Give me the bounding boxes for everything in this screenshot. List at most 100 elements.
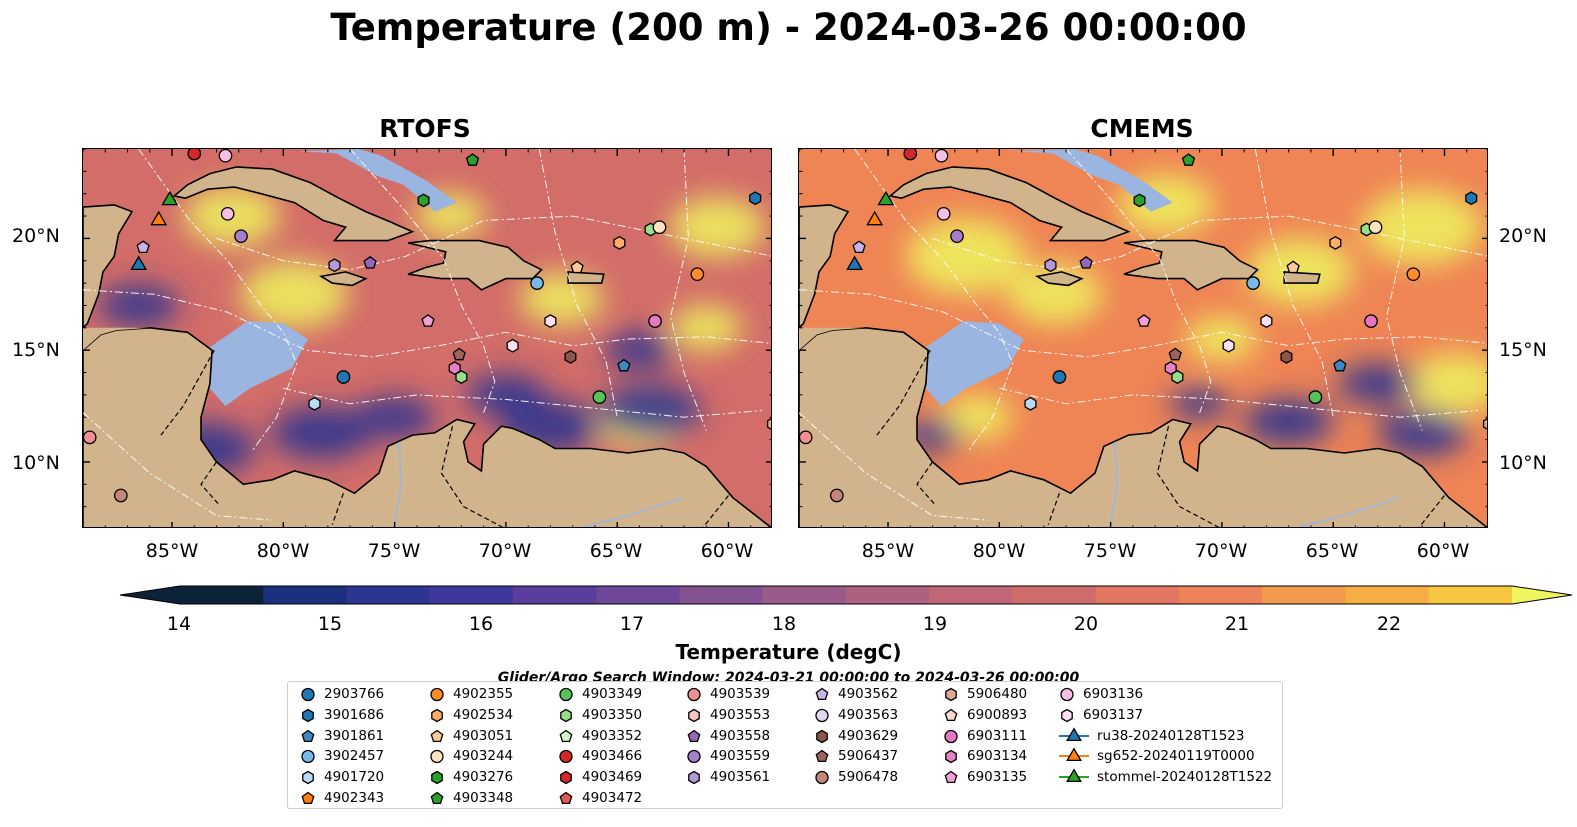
argo-float-marker[interactable] bbox=[113, 488, 128, 503]
argo-float-marker[interactable] bbox=[1181, 153, 1196, 166]
argo-float-marker[interactable] bbox=[1044, 258, 1057, 273]
argo-float-marker[interactable] bbox=[1286, 260, 1300, 274]
argo-float-marker[interactable] bbox=[1164, 361, 1177, 376]
argo-float-marker[interactable] bbox=[328, 258, 341, 273]
legend-item: 4903349 bbox=[558, 684, 642, 704]
argo-float-marker[interactable] bbox=[652, 220, 667, 235]
legend-label: 3901861 bbox=[324, 727, 385, 744]
warm-region bbox=[670, 305, 743, 351]
argo-float-marker[interactable] bbox=[564, 349, 577, 364]
glider-marker[interactable] bbox=[846, 255, 864, 271]
cold-region bbox=[271, 406, 372, 459]
argo-float-marker[interactable] bbox=[1364, 314, 1378, 328]
argo-float-marker[interactable] bbox=[83, 430, 97, 445]
legend-label: 5906437 bbox=[838, 748, 899, 765]
argo-float-marker[interactable] bbox=[613, 235, 626, 250]
legend-item: 4903244 bbox=[429, 746, 513, 766]
country-border bbox=[702, 495, 729, 527]
legend-item: ru38-20240128T1523 bbox=[1059, 726, 1244, 746]
argo-float-marker[interactable] bbox=[234, 229, 248, 244]
argo-float-marker[interactable] bbox=[544, 314, 557, 329]
argo-float-marker[interactable] bbox=[1308, 390, 1323, 404]
rtofs-map[interactable] bbox=[82, 148, 772, 528]
argo-float-marker[interactable] bbox=[903, 149, 918, 161]
lon-tick-label: 80°W bbox=[972, 540, 1026, 562]
argo-float-marker[interactable] bbox=[829, 488, 844, 503]
argo-float-marker[interactable] bbox=[363, 255, 377, 269]
colorbar-segment bbox=[346, 586, 431, 604]
glider-marker[interactable] bbox=[150, 210, 168, 226]
legend-marker-icon bbox=[430, 750, 444, 764]
glider-marker[interactable] bbox=[130, 255, 148, 271]
legend-marker-icon bbox=[945, 750, 957, 764]
argo-float-marker[interactable] bbox=[1168, 347, 1182, 361]
argo-float-marker[interactable] bbox=[617, 358, 631, 372]
argo-float-marker[interactable] bbox=[1133, 193, 1146, 208]
glider-marker[interactable] bbox=[877, 190, 895, 206]
legend-item: 6903134 bbox=[943, 746, 1027, 766]
argo-float-marker[interactable] bbox=[799, 430, 813, 445]
argo-float-marker[interactable] bbox=[530, 276, 544, 290]
argo-float-marker[interactable] bbox=[950, 229, 964, 244]
argo-float-marker[interactable] bbox=[1052, 370, 1067, 384]
argo-float-marker[interactable] bbox=[1333, 358, 1347, 372]
landmass bbox=[567, 271, 605, 284]
argo-float-marker[interactable] bbox=[417, 193, 430, 208]
argo-float-marker[interactable] bbox=[1260, 314, 1273, 329]
argo-float-marker[interactable] bbox=[648, 314, 662, 328]
argo-float-marker[interactable] bbox=[852, 240, 866, 254]
argo-float-marker[interactable] bbox=[570, 260, 584, 274]
argo-float-marker[interactable] bbox=[1482, 418, 1488, 430]
argo-float-marker[interactable] bbox=[1280, 349, 1293, 364]
river bbox=[1299, 496, 1401, 527]
eez-boundary bbox=[1254, 149, 1334, 418]
argo-float-marker[interactable] bbox=[936, 206, 951, 221]
argo-float-marker[interactable] bbox=[448, 361, 461, 376]
cold-region bbox=[604, 331, 675, 369]
argo-float-marker[interactable] bbox=[465, 153, 480, 166]
legend-label: 4903559 bbox=[710, 748, 771, 765]
legend-item: 4901720 bbox=[300, 767, 384, 787]
country-border bbox=[331, 492, 344, 525]
eez-boundary bbox=[349, 149, 496, 413]
argo-float-marker[interactable] bbox=[308, 396, 321, 411]
argo-float-marker[interactable] bbox=[421, 314, 435, 327]
cmems-map[interactable] bbox=[798, 148, 1488, 528]
argo-float-marker[interactable] bbox=[1465, 191, 1478, 206]
argo-float-marker[interactable] bbox=[1079, 255, 1093, 269]
argo-float-marker[interactable] bbox=[766, 418, 772, 430]
argo-float-marker[interactable] bbox=[934, 149, 949, 163]
argo-float-marker[interactable] bbox=[1222, 338, 1235, 353]
argo-float-marker[interactable] bbox=[1137, 314, 1151, 327]
cold-region bbox=[1243, 398, 1334, 446]
argo-float-marker[interactable] bbox=[506, 338, 519, 353]
lat-tick-label: 10°N bbox=[12, 452, 60, 474]
legend-marker-icon bbox=[301, 750, 315, 764]
argo-float-marker[interactable] bbox=[749, 191, 762, 206]
argo-float-marker[interactable] bbox=[1246, 276, 1260, 290]
legend-marker-icon bbox=[816, 729, 828, 743]
argo-float-marker[interactable] bbox=[1368, 220, 1383, 235]
colorbar-outline bbox=[119, 585, 1573, 605]
argo-float-marker[interactable] bbox=[452, 347, 466, 361]
legend-label: 3902457 bbox=[324, 748, 385, 765]
colorbar-tick-label: 21 bbox=[1224, 613, 1250, 635]
argo-float-marker[interactable] bbox=[136, 240, 150, 254]
argo-float-marker[interactable] bbox=[220, 206, 235, 221]
argo-float-marker[interactable] bbox=[336, 370, 351, 384]
argo-float-marker[interactable] bbox=[218, 149, 233, 163]
argo-float-marker[interactable] bbox=[187, 149, 202, 161]
argo-float-marker[interactable] bbox=[1024, 396, 1037, 411]
argo-float-marker[interactable] bbox=[1171, 370, 1184, 384]
legend-marker-icon bbox=[688, 708, 700, 723]
glider-marker[interactable] bbox=[866, 210, 884, 226]
colorbar-segment bbox=[180, 586, 264, 604]
argo-float-marker[interactable] bbox=[592, 390, 607, 404]
argo-float-marker[interactable] bbox=[455, 370, 468, 384]
argo-float-marker[interactable] bbox=[690, 267, 705, 282]
eez-boundary bbox=[932, 215, 1487, 271]
legend-label: ru38-20240128T1523 bbox=[1097, 727, 1245, 744]
glider-marker[interactable] bbox=[161, 190, 179, 206]
argo-float-marker[interactable] bbox=[1329, 235, 1342, 250]
argo-float-marker[interactable] bbox=[1406, 267, 1421, 282]
